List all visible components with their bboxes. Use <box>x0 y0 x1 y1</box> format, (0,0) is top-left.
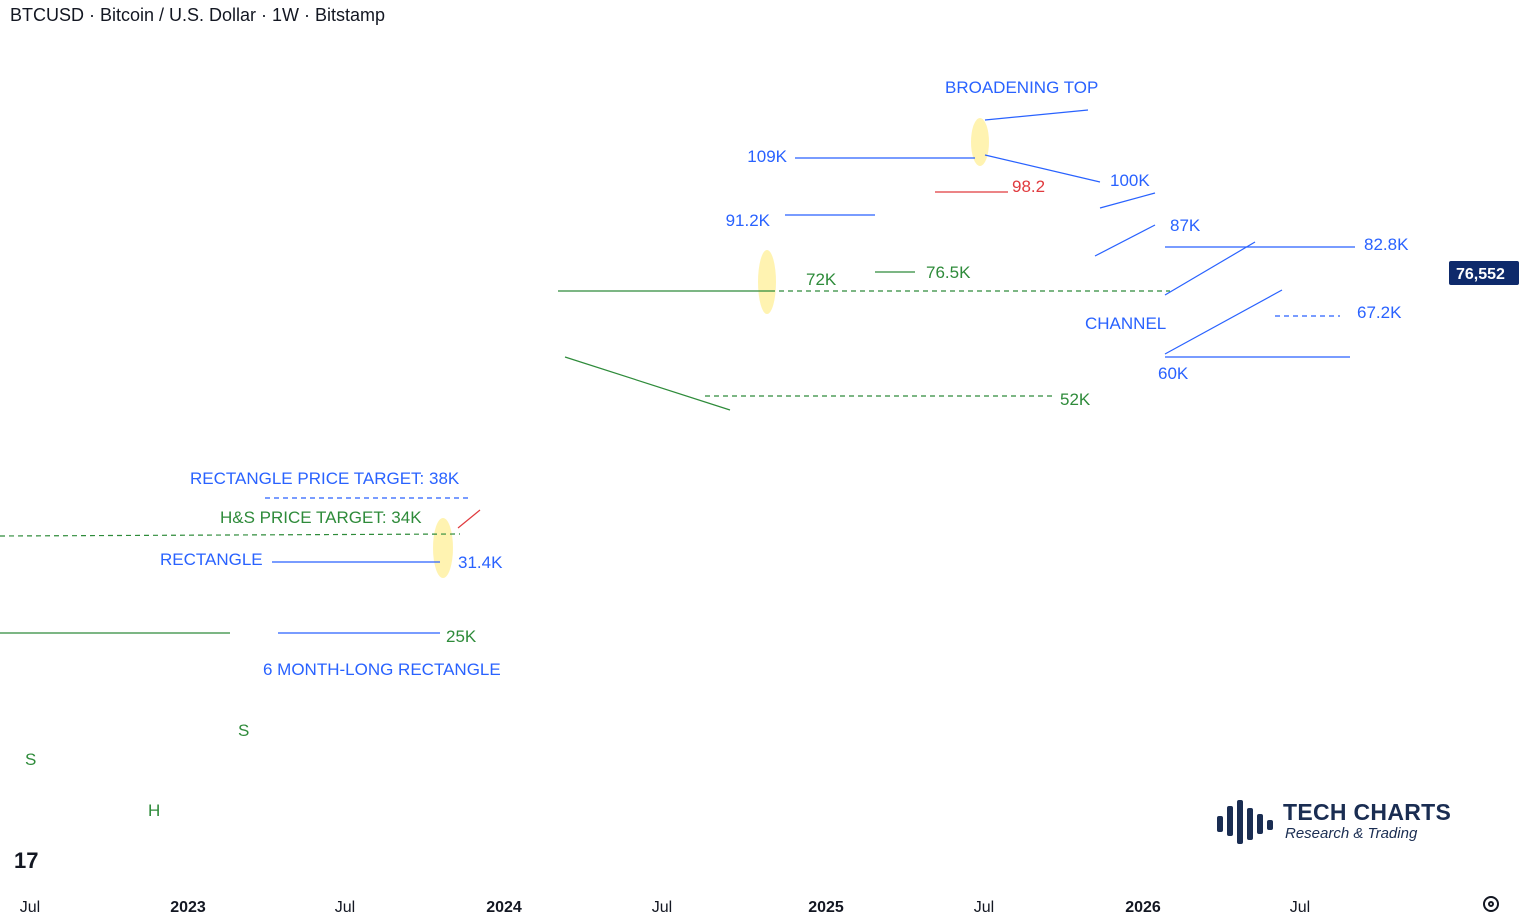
x-tick-label: Jul <box>652 899 672 916</box>
annotations: BROADENING TOP 109K 91.2K 98.2 100K 87K 82.8K 7… <box>25 78 1409 820</box>
x-tick-label: 2023 <box>170 899 206 916</box>
annotation-label: H&S PRICE TARGET: 34K <box>220 508 422 527</box>
x-tick-label: Jul <box>1290 899 1310 916</box>
pattern-line <box>1094 224 1156 257</box>
annotation-label: CHANNEL <box>1085 314 1166 333</box>
annotation-label: 82.8K <box>1364 235 1409 254</box>
annotation-label: RECTANGLE <box>160 550 263 569</box>
annotation-label: 60K <box>1158 364 1189 383</box>
x-tick-label: 2024 <box>486 899 522 916</box>
annotation-label: H <box>148 801 160 820</box>
annotation-label: 6 MONTH-LONG RECTANGLE <box>263 660 501 679</box>
breakout-highlight <box>758 250 776 314</box>
price-badge-label: 76,552 <box>1456 266 1505 283</box>
tradingview-logo[interactable]: 17 <box>14 848 39 873</box>
breakout-highlight <box>433 518 453 578</box>
annotation-label: 76.5K <box>926 263 971 282</box>
annotation-label: S <box>25 750 36 769</box>
annotation-label: RECTANGLE PRICE TARGET: 38K <box>190 469 460 488</box>
annotation-label: BROADENING TOP <box>945 78 1098 97</box>
x-tick-label: 2025 <box>808 899 844 916</box>
brand-subtitle: Research & Trading <box>1285 825 1418 842</box>
pattern-line <box>457 509 481 529</box>
bar-chart-logo-icon <box>1217 800 1273 844</box>
brand-title: TECH CHARTS <box>1283 799 1452 825</box>
breakout-highlight <box>971 118 989 166</box>
tech-charts-logo: TECH CHARTS Research & Trading <box>1213 798 1453 848</box>
x-tick-label: 2026 <box>1125 899 1161 916</box>
annotation-label: 52K <box>1060 390 1091 409</box>
annotation-label: 87K <box>1170 216 1201 235</box>
annotation-label: 109K <box>747 147 787 166</box>
annotation-label: S <box>238 721 249 740</box>
annotation-label: 72K <box>806 270 837 289</box>
x-tick-label: Jul <box>335 899 355 916</box>
pattern-line <box>0 533 461 537</box>
annotation-label: 31.4K <box>458 553 503 572</box>
breakout-highlights <box>433 118 989 578</box>
pattern-line <box>1164 289 1283 355</box>
gear-icon[interactable] <box>1483 896 1499 912</box>
annotation-label: 67.2K <box>1357 303 1402 322</box>
pattern-line <box>1099 192 1156 209</box>
price-badge: 76,552 <box>1449 261 1519 285</box>
pattern-line <box>984 109 1089 121</box>
annotation-label: 100K <box>1110 171 1150 190</box>
chart-title: BTCUSD · Bitcoin / U.S. Dollar · 1W · Bi… <box>10 5 386 25</box>
pattern-line <box>1164 241 1256 296</box>
x-tick-label: Jul <box>20 899 40 916</box>
x-axis[interactable]: Jul 2023 Jul 2024 Jul 2025 Jul 2026 Jul <box>20 899 1310 916</box>
x-tick-label: Jul <box>974 899 994 916</box>
pattern-lines <box>0 109 1355 634</box>
pattern-line <box>564 356 731 411</box>
annotation-label: 91.2K <box>726 211 771 230</box>
annotation-label: 25K <box>446 627 477 646</box>
pattern-line <box>984 154 1101 183</box>
annotation-label: 98.2 <box>1012 177 1045 196</box>
